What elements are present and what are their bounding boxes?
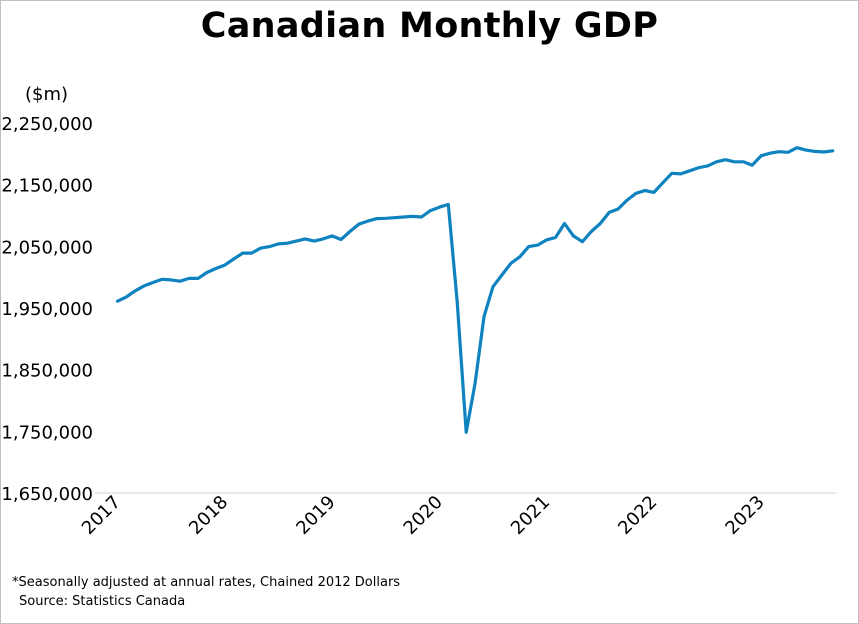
- y-axis-unit-label: ($m): [25, 84, 69, 105]
- y-tick-label: 1,850,000: [1, 361, 93, 382]
- y-tick-label: 2,150,000: [1, 176, 93, 197]
- y-tick-label: 2,250,000: [1, 114, 93, 135]
- footnote-note: *Seasonally adjusted at annual rates, Ch…: [12, 575, 401, 590]
- x-tick-label: 2021: [507, 492, 554, 539]
- y-tick-label: 1,650,000: [1, 484, 93, 505]
- y-tick-label: 2,050,000: [1, 237, 93, 258]
- y-tick-label: 1,750,000: [1, 422, 93, 443]
- x-tick-label: 2022: [614, 492, 661, 539]
- x-tick-label: 2018: [185, 492, 232, 539]
- x-tick-label: 2023: [721, 492, 768, 539]
- y-tick-label: 1,950,000: [1, 299, 93, 320]
- x-tick-label: 2019: [292, 492, 339, 539]
- footnote: *Seasonally adjusted at annual rates, Ch…: [12, 573, 400, 611]
- footnote-source: Source: Statistics Canada: [19, 594, 186, 609]
- gdp-series-line: [115, 146, 835, 434]
- x-tick-label: 2020: [400, 492, 447, 539]
- chart-title: Canadian Monthly GDP: [200, 6, 659, 46]
